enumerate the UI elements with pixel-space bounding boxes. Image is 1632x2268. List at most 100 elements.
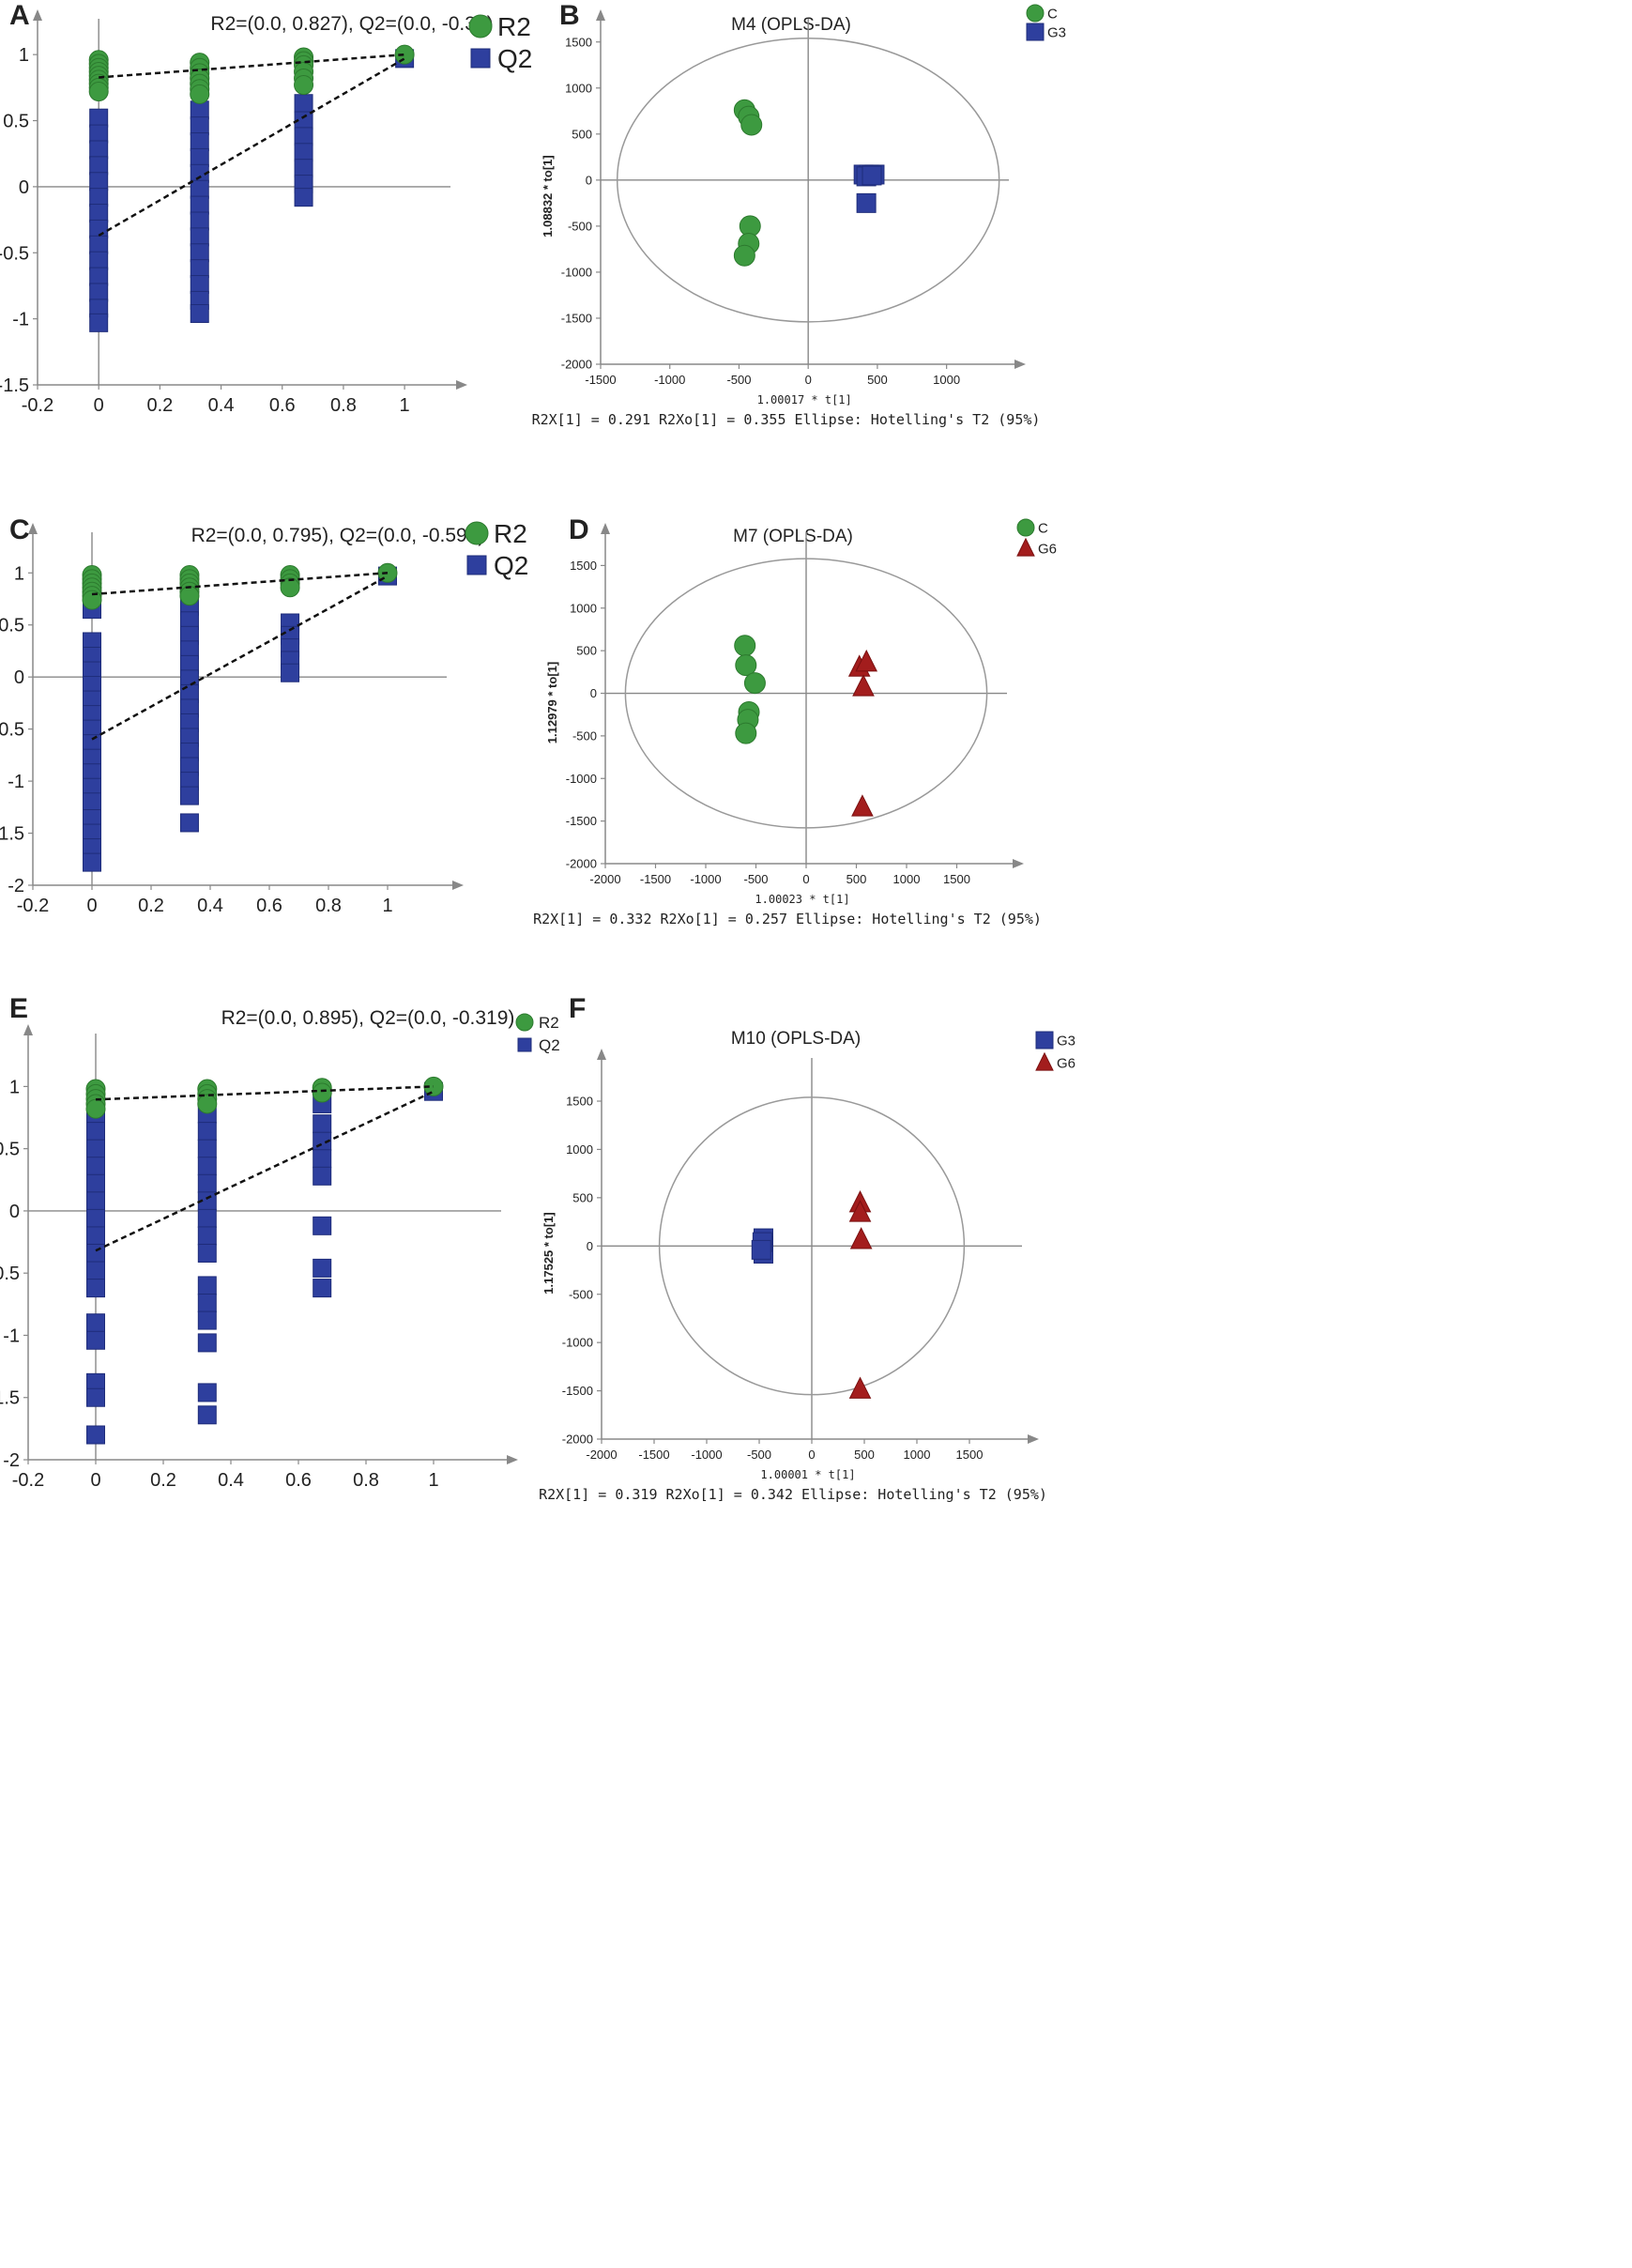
group-g3-square xyxy=(862,165,882,186)
y-axis-arrow xyxy=(601,523,610,534)
q2-square xyxy=(86,1191,105,1211)
q2-square xyxy=(83,792,101,812)
y-tick-label: -0.5 xyxy=(0,1264,20,1284)
q2-square xyxy=(86,1330,105,1350)
y-axis-arrow xyxy=(597,1049,606,1060)
r2-circle xyxy=(197,1094,218,1114)
q2-square xyxy=(89,156,109,176)
y-tick-label: 0 xyxy=(586,173,592,187)
legend-label: Q2 xyxy=(539,1036,560,1054)
markers xyxy=(85,1076,444,1445)
q2-square xyxy=(86,1387,105,1407)
markers xyxy=(88,44,415,332)
x-axis-arrow xyxy=(1013,859,1024,868)
chart-title: M4 (OPLS-DA) xyxy=(731,15,851,35)
q2-square xyxy=(86,1279,105,1298)
legend-label: Q2 xyxy=(497,44,532,73)
y-tick-label: -2000 xyxy=(561,358,592,372)
legend: C G3 xyxy=(1026,4,1066,41)
legend-label: G6 xyxy=(1057,1055,1075,1071)
y-tick-label: -2 xyxy=(8,876,24,896)
q2-square xyxy=(313,1216,332,1235)
q2-square xyxy=(86,1261,105,1280)
chart-title: M7 (OPLS-DA) xyxy=(733,527,853,546)
x-tick-label: 0.8 xyxy=(315,896,342,916)
legend-marker-triangle xyxy=(1016,537,1035,557)
y-axis-arrow xyxy=(33,9,42,21)
x-tick-label: -500 xyxy=(726,373,751,387)
x-tick-label: -1000 xyxy=(654,373,685,387)
y-tick-label: -1 xyxy=(8,772,24,792)
legend-label: R2 xyxy=(497,12,531,41)
legend-marker-square xyxy=(1026,23,1045,41)
group-g6-triangle xyxy=(849,1227,873,1249)
y-tick-label: -1000 xyxy=(562,1336,593,1350)
q2-square xyxy=(197,1122,217,1142)
x-tick-label: 0.8 xyxy=(330,395,357,416)
x-axis-arrow xyxy=(452,881,464,890)
q2-regression-line xyxy=(91,575,389,741)
q2-square xyxy=(86,1173,105,1193)
panel-letter: E xyxy=(9,993,28,1024)
q2-square xyxy=(89,188,109,207)
x-axis-label: 1.00023 * t[1] xyxy=(755,893,849,906)
y-tick-label: -2 xyxy=(3,1450,20,1471)
chart-title: R2=(0.0, 0.895), Q2=(0.0, -0.319) xyxy=(221,1007,515,1029)
group-g6-triangle xyxy=(848,1376,872,1399)
x-tick-label: 0.4 xyxy=(208,395,235,416)
x-tick-label: 500 xyxy=(867,373,888,387)
q2-square xyxy=(89,267,109,286)
x-tick-label: 0 xyxy=(94,395,104,416)
chart-title: R2=(0.0, 0.827), Q2=(0.0, -0.37) xyxy=(210,13,493,35)
legend-label: G3 xyxy=(1047,24,1066,40)
q2-square xyxy=(294,159,313,178)
x-tick-label: 0 xyxy=(802,872,809,886)
y-tick-label: -1000 xyxy=(561,265,592,279)
x-tick-label: -0.2 xyxy=(17,896,49,916)
panel-f: F M10 (OPLS-DA) -2000 -1500 -1000 -500 0 500 100… xyxy=(539,993,1075,1503)
y-tick-label: -1500 xyxy=(562,1384,593,1398)
q2-square xyxy=(86,1425,105,1445)
legend-label: R2 xyxy=(539,1014,559,1032)
r2-circle xyxy=(85,1098,106,1119)
x-tick-label: 1000 xyxy=(933,373,960,387)
panel-letter: A xyxy=(9,0,30,31)
y-tick-label: -1 xyxy=(12,310,29,330)
legend-q2-square xyxy=(470,48,491,69)
x-tick-label: -500 xyxy=(747,1448,771,1462)
legend-label: C xyxy=(1038,520,1048,536)
q2-regression-line xyxy=(98,57,405,238)
y-tick-label: -1000 xyxy=(566,772,597,786)
q2-square xyxy=(313,1279,332,1298)
y-tick-label: 1500 xyxy=(566,1095,593,1109)
q2-square xyxy=(86,1208,105,1228)
q2-square xyxy=(179,786,199,805)
x-axis-label: 1.00001 * t[1] xyxy=(760,1468,855,1481)
x-tick-label: -500 xyxy=(743,872,768,886)
y-tick-label: -500 xyxy=(572,728,597,743)
q2-square xyxy=(294,94,313,114)
q2-square xyxy=(190,132,209,152)
legend-q2-square xyxy=(466,555,487,575)
q2-square xyxy=(86,1122,105,1142)
group-c-circle xyxy=(734,635,756,657)
x-tick-label: 0.2 xyxy=(146,395,173,416)
r2-regression-line xyxy=(95,1085,435,1101)
x-tick-label: 1 xyxy=(382,896,392,916)
axes: -2000 -1500 -1000 -500 0 500 1000 1500 -2000 -150… xyxy=(566,523,1024,886)
y-tick-label: 1000 xyxy=(565,81,592,95)
panel-letter: F xyxy=(569,993,586,1024)
r2-circle xyxy=(179,586,200,606)
x-axis-arrow xyxy=(1014,360,1026,369)
markers xyxy=(734,635,878,817)
q2-square xyxy=(190,179,209,199)
q2-square xyxy=(190,227,209,247)
x-tick-label: -1500 xyxy=(638,1448,669,1462)
q2-square xyxy=(86,1139,105,1158)
y-tick-label: 1500 xyxy=(565,35,592,49)
axes: -1.5 -1 -0.5 0 0.5 1 -0.2 0 0.2 0.4 0.6 0.8 1 xyxy=(0,9,467,416)
group-g3-square xyxy=(751,1239,771,1260)
group-g6-triangle xyxy=(851,794,874,817)
y-tick-label: -1500 xyxy=(566,814,597,828)
q2-square xyxy=(89,172,109,192)
